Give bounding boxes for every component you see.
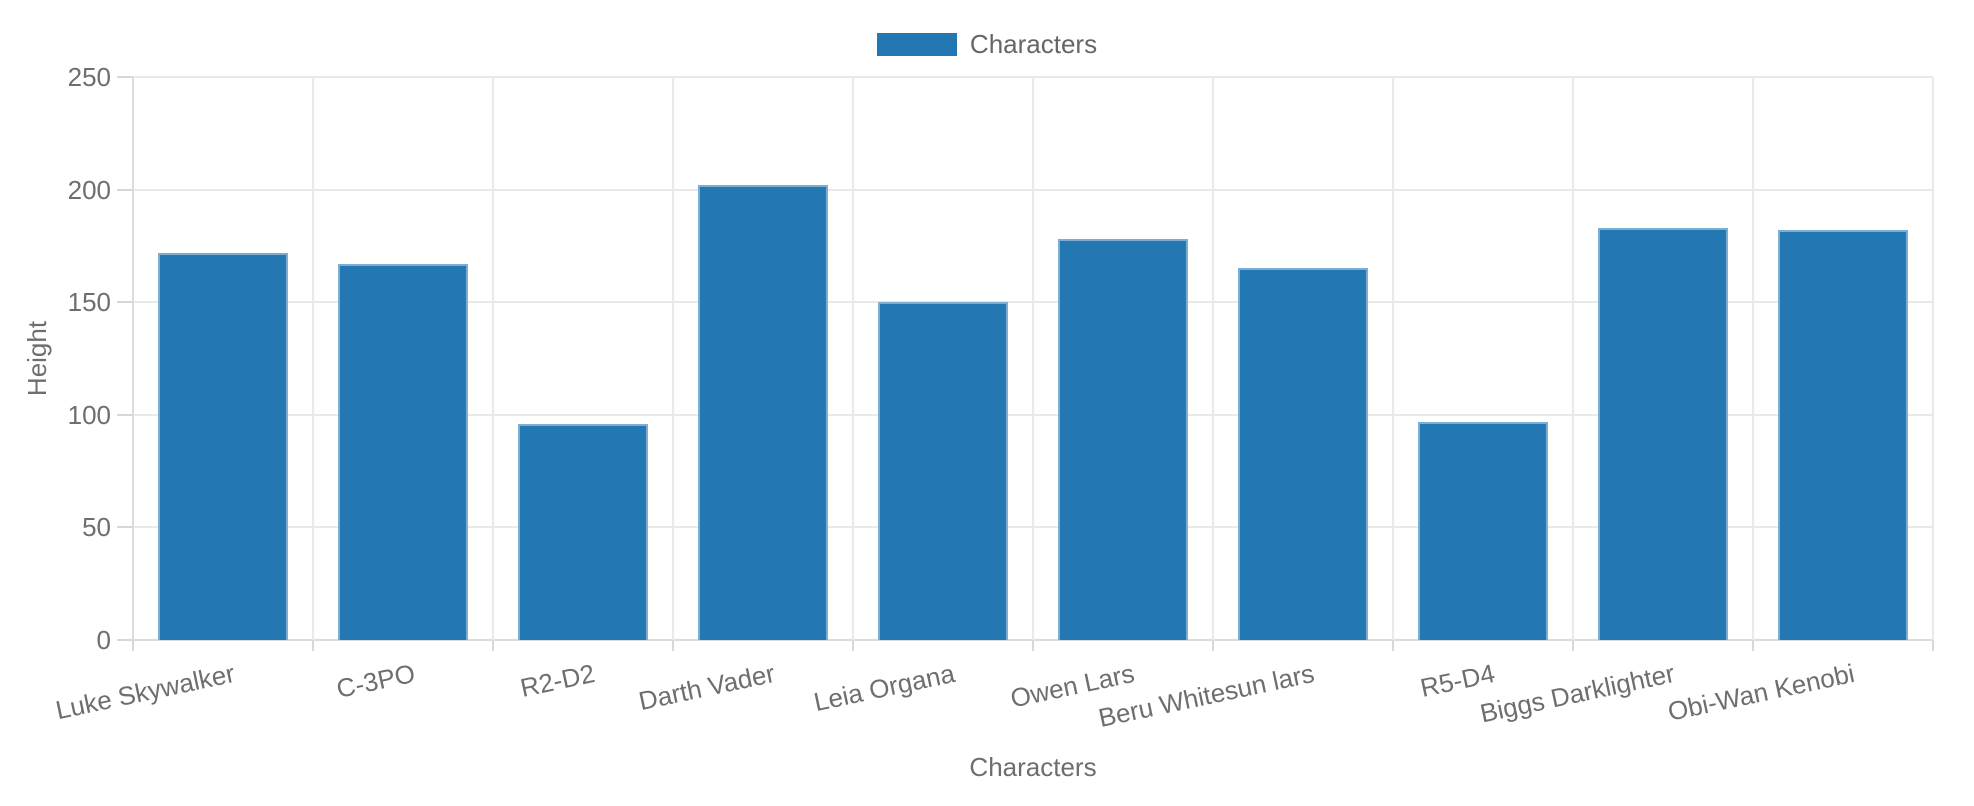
gridline-v-4 xyxy=(852,77,854,640)
bar-r2-d2[interactable] xyxy=(518,423,648,640)
bar-owen-lars[interactable] xyxy=(1058,239,1188,640)
x-tick-mark-2 xyxy=(492,640,494,651)
bar-obi-wan-kenobi[interactable] xyxy=(1778,230,1908,640)
bar-c-3po[interactable] xyxy=(338,263,468,640)
plot-area: 0 50 100 150 200 250 Luke Skywalker C-3PO R2-D2 D… xyxy=(53,62,1934,733)
gridline-v-3 xyxy=(672,77,674,640)
x-tick-mark-5 xyxy=(1032,640,1034,651)
y-tick-label-50: 50 xyxy=(82,512,111,543)
gridline-v-2 xyxy=(492,77,494,640)
x-tick-label-c-3po: C-3PO xyxy=(333,658,418,704)
gridline-v-0 xyxy=(132,77,134,640)
x-tick-mark-10 xyxy=(1932,640,1934,651)
x-tick-label-darth-vader: Darth Vader xyxy=(635,658,778,717)
x-tick-mark-3 xyxy=(672,640,674,651)
bar-biggs-darklighter[interactable] xyxy=(1598,227,1728,640)
y-tick-mark-0 xyxy=(117,639,133,641)
legend-swatch-icon xyxy=(876,33,957,56)
y-tick-label-250: 250 xyxy=(67,62,111,92)
y-tick-label-0: 0 xyxy=(96,625,111,655)
gridline-v-9 xyxy=(1752,77,1754,640)
y-tick-label-200: 200 xyxy=(67,174,111,205)
gridline-v-5 xyxy=(1032,77,1034,640)
x-tick-mark-1 xyxy=(312,640,314,651)
y-tick-mark-50 xyxy=(117,526,133,529)
x-tick-mark-9 xyxy=(1752,640,1754,651)
y-axis-title: Height xyxy=(22,320,53,397)
legend-item-characters[interactable]: Characters xyxy=(876,29,1098,59)
x-tick-label-r2-d2: R2-D2 xyxy=(517,658,598,703)
y-tick-mark-100 xyxy=(117,413,133,416)
bar-leia-organa[interactable] xyxy=(878,302,1008,640)
y-tick-label-150: 150 xyxy=(67,287,111,318)
x-tick-label-obi-wan-kenobi: Obi-Wan Kenobi xyxy=(1665,658,1858,727)
y-tick-mark-200 xyxy=(117,188,133,191)
gridline-v-1 xyxy=(312,77,314,640)
gridline-v-6 xyxy=(1212,77,1214,640)
bar-r5-d4[interactable] xyxy=(1418,421,1548,640)
x-tick-label-biggs-darklighter: Biggs Darklighter xyxy=(1477,658,1678,729)
x-tick-label-leia-organa: Leia Organa xyxy=(811,658,958,718)
gridline-v-7 xyxy=(1392,77,1394,640)
x-tick-mark-6 xyxy=(1212,640,1214,651)
y-axis-title-wrap: Height xyxy=(0,77,76,640)
gridline-h-0 xyxy=(133,639,1933,641)
legend: Characters xyxy=(0,29,1974,59)
gridline-v-10 xyxy=(1932,77,1934,640)
legend-label: Characters xyxy=(969,29,1098,59)
x-tick-mark-0 xyxy=(132,640,134,651)
bar-beru-whitesun-lars[interactable] xyxy=(1238,268,1368,640)
x-axis-title: Characters xyxy=(969,752,1097,782)
y-tick-label-100: 100 xyxy=(67,399,111,430)
x-tick-mark-7 xyxy=(1392,640,1394,651)
y-tick-mark-150 xyxy=(117,301,133,304)
x-tick-label-luke-skywalker: Luke Skywalker xyxy=(52,658,238,726)
bar-darth-vader[interactable] xyxy=(698,185,828,640)
x-tick-mark-8 xyxy=(1572,640,1574,651)
bar-luke-skywalker[interactable] xyxy=(158,252,288,640)
x-tick-mark-4 xyxy=(852,640,854,651)
gridline-v-8 xyxy=(1572,77,1574,640)
y-tick-mark-250 xyxy=(117,76,133,78)
